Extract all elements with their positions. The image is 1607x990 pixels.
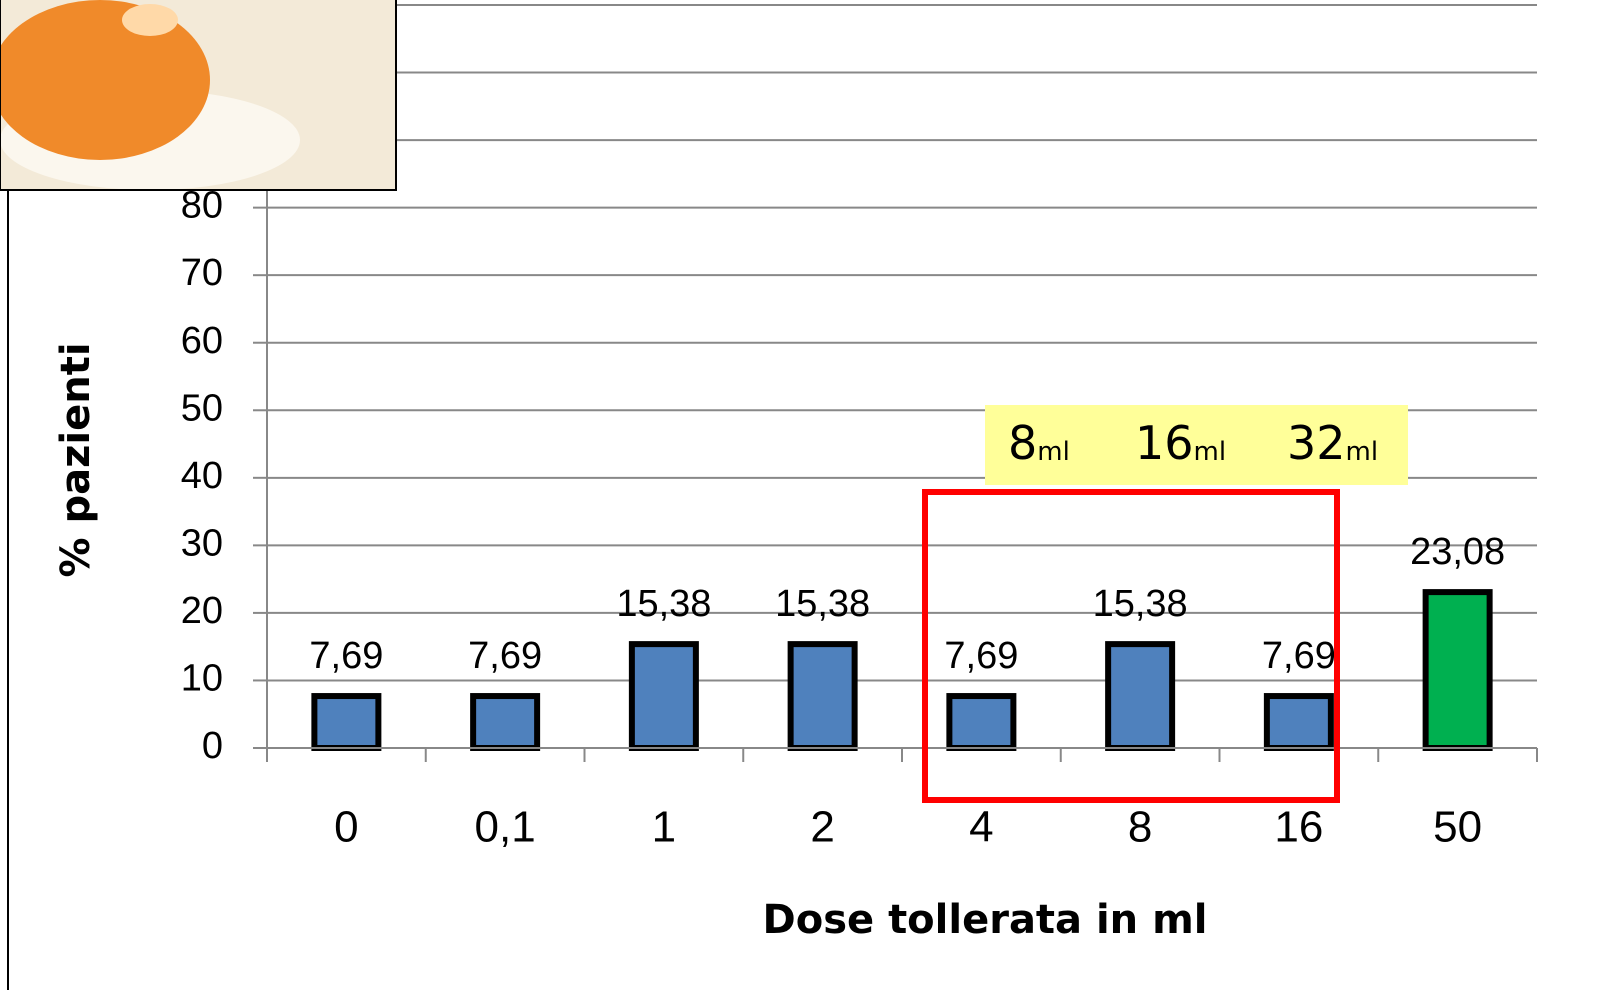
annotation-value: 8 (1008, 416, 1037, 470)
data-label: 7,69 (1262, 635, 1336, 677)
x-tick-label: 1 (652, 803, 676, 852)
x-tick-label: 16 (1274, 803, 1323, 852)
y-tick-label: 80 (181, 185, 223, 227)
y-tick-label: 0 (202, 725, 223, 767)
bar (628, 641, 699, 752)
annotation: 8ml (1008, 416, 1070, 470)
annotation-unit: ml (1194, 437, 1227, 467)
x-tick-label: 8 (1128, 803, 1152, 852)
y-axis-label: % pazienti (53, 342, 99, 577)
bar (1422, 589, 1493, 752)
data-label: 7,69 (944, 635, 1018, 677)
x-axis-label: Dose tollerata in ml (763, 897, 1208, 943)
annotation: 16ml (1135, 416, 1226, 470)
annotation: 32ml (1287, 416, 1378, 470)
x-tick-label: 4 (969, 803, 993, 852)
highlight-box (922, 489, 1340, 803)
y-tick-label: 60 (181, 320, 223, 362)
bar (470, 693, 541, 752)
data-label: 15,38 (775, 583, 870, 625)
data-label: 7,69 (309, 635, 383, 677)
x-tick-label: 2 (810, 803, 834, 852)
data-label: 15,38 (616, 583, 711, 625)
bar (1105, 641, 1176, 752)
y-tick-label: 10 (181, 657, 223, 699)
annotation-unit: ml (1346, 437, 1379, 467)
y-tick-label: 70 (181, 252, 223, 294)
bar (946, 693, 1017, 752)
annotation-unit: ml (1037, 437, 1070, 467)
data-label: 7,69 (468, 635, 542, 677)
bar (787, 641, 858, 752)
y-tick-label: 20 (181, 590, 223, 632)
annotation-value: 32 (1287, 416, 1346, 470)
y-tick-label: 30 (181, 522, 223, 564)
annotation-box (985, 405, 1408, 485)
annotation-value: 16 (1135, 416, 1194, 470)
photo-frame (0, 0, 397, 191)
x-tick-label: 0,1 (475, 803, 536, 852)
yolk (0, 0, 210, 160)
x-tick-label: 0 (334, 803, 358, 852)
bar (311, 693, 382, 752)
bar (1263, 693, 1334, 752)
data-label: 23,08 (1410, 531, 1505, 573)
yolk-shine (122, 4, 178, 36)
y-tick-label: 40 (181, 455, 223, 497)
data-label: 15,38 (1093, 583, 1188, 625)
y-tick-label: 50 (181, 387, 223, 429)
photo (0, 0, 397, 191)
x-tick-label: 50 (1433, 803, 1482, 852)
